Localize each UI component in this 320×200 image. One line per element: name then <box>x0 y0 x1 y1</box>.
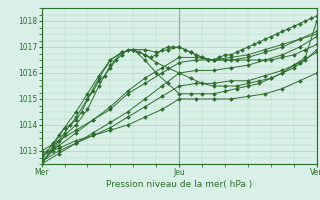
X-axis label: Pression niveau de la mer( hPa ): Pression niveau de la mer( hPa ) <box>106 180 252 189</box>
